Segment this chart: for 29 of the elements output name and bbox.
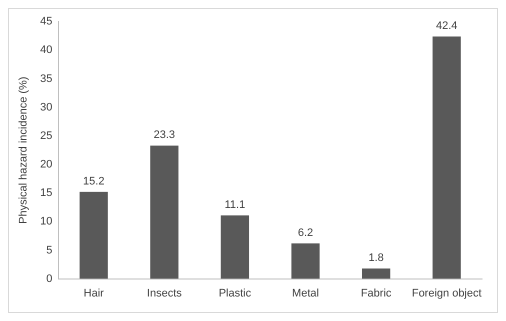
- x-tick-label: Hair: [84, 287, 104, 300]
- y-tick-label: 5: [46, 244, 52, 256]
- data-label: 1.8: [368, 252, 384, 264]
- y-tick-label: 30: [40, 101, 52, 114]
- bar: [432, 36, 461, 279]
- y-tick-label: 0: [46, 272, 52, 285]
- data-label: 23.3: [154, 129, 176, 142]
- y-tick-label: 10: [40, 216, 52, 228]
- y-tick-label: 15: [40, 187, 52, 200]
- y-tick-label: 45: [40, 16, 52, 28]
- y-tick-label: 40: [40, 44, 52, 56]
- data-label: 11.1: [224, 198, 246, 211]
- bar: [220, 215, 250, 279]
- y-tick-label: 20: [40, 158, 52, 171]
- x-tick-label: Fabric: [360, 287, 392, 300]
- bar: [80, 192, 108, 279]
- bar: [362, 268, 390, 279]
- data-label: 42.4: [436, 20, 458, 32]
- y-axis-title: Physical hazard incidence (%): [18, 76, 30, 224]
- data-label: 6.2: [298, 226, 314, 239]
- data-label: 15.2: [83, 175, 104, 188]
- bar: [150, 146, 178, 279]
- x-tick-label: Foreign object: [412, 287, 482, 300]
- y-tick-label: 35: [40, 72, 52, 85]
- y-tick-label: 25: [40, 130, 52, 142]
- x-tick-label: Insects: [146, 287, 182, 300]
- bar: [291, 243, 320, 279]
- x-tick-label: Plastic: [218, 287, 252, 300]
- x-tick-label: Metal: [292, 287, 319, 300]
